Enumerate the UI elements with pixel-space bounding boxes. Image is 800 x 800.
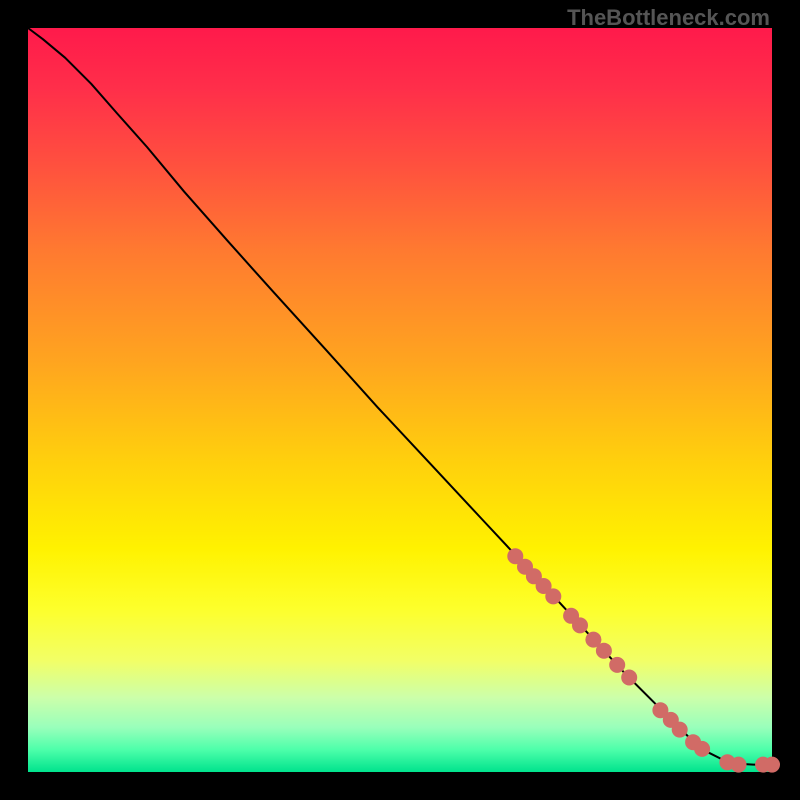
- curve-line: [28, 28, 772, 765]
- data-marker: [621, 670, 637, 686]
- data-marker: [694, 741, 710, 757]
- data-marker: [764, 757, 780, 773]
- data-marker: [545, 588, 561, 604]
- data-marker: [572, 617, 588, 633]
- data-marker: [672, 722, 688, 738]
- data-marker: [731, 757, 747, 773]
- data-marker: [596, 643, 612, 659]
- watermark-text: TheBottleneck.com: [567, 5, 770, 31]
- data-marker: [609, 657, 625, 673]
- markers-group: [507, 548, 780, 772]
- chart-overlay: [0, 0, 800, 800]
